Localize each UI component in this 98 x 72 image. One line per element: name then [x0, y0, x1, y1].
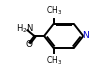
- Text: CH$_3$: CH$_3$: [46, 55, 62, 67]
- Text: O: O: [25, 40, 32, 49]
- Text: H$_2$N: H$_2$N: [16, 23, 34, 35]
- Text: CH$_3$: CH$_3$: [46, 5, 62, 17]
- Text: N: N: [82, 32, 89, 40]
